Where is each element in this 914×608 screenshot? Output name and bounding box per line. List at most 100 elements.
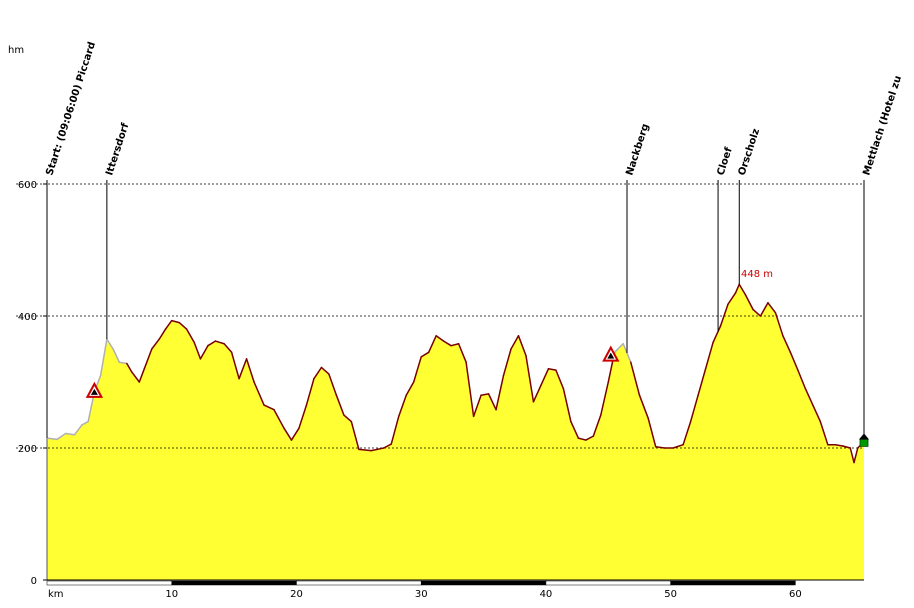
- elevation-outline-segment: [465, 361, 475, 418]
- elevation-outline-segment: [774, 311, 784, 337]
- elevation-outline-segment: [472, 394, 482, 418]
- x-scale-bar-segment: [545, 580, 671, 586]
- elevation-outline-segment: [738, 283, 747, 296]
- elevation-outline-segment: [214, 340, 225, 345]
- elevation-outline-segment: [193, 341, 202, 360]
- elevation-outline-segment: [532, 384, 542, 403]
- elevation-outline-segment: [370, 447, 385, 452]
- elevation-outline-segment: [704, 341, 714, 370]
- elevation-outline-segment: [849, 447, 855, 464]
- elevation-outline-segment: [253, 381, 265, 406]
- x-scale-bar-segment: [670, 580, 796, 586]
- x-axis-ticks: 10 20 30 40 50 60: [165, 589, 801, 600]
- elevation-outline-segment: [450, 342, 460, 347]
- elevation-outline-segment: [752, 308, 762, 317]
- elevation-outline-segment: [56, 432, 67, 441]
- elevation-outline-segment: [151, 338, 161, 350]
- elevation-outline-segment: [712, 325, 722, 344]
- elevation-outline: [46, 283, 865, 464]
- elevation-outline-segment: [759, 302, 769, 317]
- grid-lines: [16, 183, 864, 449]
- y-tick-label: 0: [31, 576, 37, 587]
- elevation-outline-segment: [797, 369, 807, 390]
- elevation-outline-segment: [672, 443, 684, 449]
- finish-flag-icon: [859, 438, 869, 447]
- route-markers: [85, 345, 869, 447]
- elevation-outline-segment: [412, 356, 422, 383]
- elevation-outline-segment: [812, 404, 822, 423]
- x-scale-bar-segment: [46, 580, 172, 586]
- elevation-outline-segment: [131, 371, 141, 383]
- elevation-outline-segment: [654, 445, 666, 449]
- elevation-outline-segment: [480, 393, 490, 396]
- x-axis-unit-label: km: [48, 589, 64, 600]
- elevation-outline-segment: [64, 432, 76, 436]
- elevation-outline-segment: [164, 319, 173, 330]
- elevation-outline-segment: [178, 321, 188, 330]
- waypoint-label: Nackberg: [624, 122, 651, 177]
- elevation-outline-segment: [46, 437, 58, 441]
- elevation-outline-segment: [350, 420, 360, 451]
- elevation-outline-segment: [126, 362, 133, 373]
- elevation-outline-segment: [487, 393, 497, 411]
- elevation-outline-segment: [230, 351, 240, 380]
- elevation-outline-segment: [502, 348, 512, 377]
- elevation-outline-segment: [638, 394, 649, 420]
- elevation-outline-segment: [435, 335, 445, 342]
- elevation-outline-segment: [719, 303, 729, 327]
- elevation-outline-segment: [727, 292, 737, 305]
- elevation-outline-segment: [138, 368, 146, 383]
- elevation-outline-segment: [510, 335, 520, 350]
- x-tick-label: 30: [415, 589, 428, 600]
- elevation-outline-segment: [313, 366, 323, 380]
- elevation-outline-segment: [540, 368, 550, 387]
- elevation-outline-segment: [570, 420, 580, 439]
- elevation-outline-segment: [697, 368, 707, 396]
- elevation-outline-segment: [81, 420, 89, 426]
- elevation-outline-segment: [283, 427, 293, 441]
- peak-elevation-label: 448 m: [741, 269, 773, 280]
- elevation-outline-segment: [358, 448, 373, 452]
- elevation-outline-segment: [495, 374, 505, 411]
- elevation-outline-segment: [320, 366, 330, 375]
- elevation-outline-segment: [600, 381, 610, 416]
- elevation-outline-segment: [397, 394, 407, 418]
- elevation-outline-segment: [427, 335, 437, 354]
- elevation-outline-segment: [143, 348, 153, 370]
- elevation-outline-segment: [118, 361, 128, 365]
- elevation-outline-segment: [689, 394, 699, 423]
- elevation-outline-segment: [555, 369, 565, 390]
- elevation-outline-segment: [390, 415, 400, 445]
- x-tick-label: 50: [664, 589, 677, 600]
- waypoint-label: Ittersdorf: [104, 121, 131, 177]
- elevation-outline-segment: [170, 319, 180, 324]
- elevation-outline-segment: [99, 338, 108, 377]
- elevation-area: [47, 284, 864, 580]
- elevation-outline-segment: [238, 358, 248, 380]
- elevation-outline-segment: [562, 387, 572, 423]
- y-axis-ticks: 0 200 400 600: [18, 180, 47, 587]
- elevation-outline-segment: [290, 427, 300, 441]
- elevation-outline-segment: [263, 404, 275, 411]
- elevation-outline-segment: [383, 443, 393, 449]
- y-axis-unit-label: hm: [8, 45, 24, 56]
- y-tick-label: 400: [18, 312, 37, 323]
- elevation-outline-segment: [106, 338, 114, 350]
- elevation-outline-segment: [298, 404, 308, 429]
- elevation-outline-segment: [622, 342, 632, 363]
- elevation-outline-segment: [834, 443, 844, 447]
- elevation-outline-segment: [420, 351, 430, 358]
- elevation-outline-segment: [185, 328, 195, 344]
- elevation-outline-segment: [744, 294, 754, 311]
- y-tick-label: 200: [18, 444, 37, 455]
- elevation-fill: [47, 284, 864, 580]
- elevation-outline-segment: [442, 340, 452, 347]
- elevation-outline-segment: [457, 342, 467, 363]
- elevation-outline-segment: [613, 342, 625, 354]
- elevation-outline-segment: [592, 414, 602, 437]
- waypoint-label: Mettlach (Hotel zu: [861, 74, 904, 177]
- elevation-outline-segment: [782, 335, 792, 354]
- elevation-outline-segment: [112, 348, 121, 363]
- elevation-outline-segment: [819, 420, 829, 446]
